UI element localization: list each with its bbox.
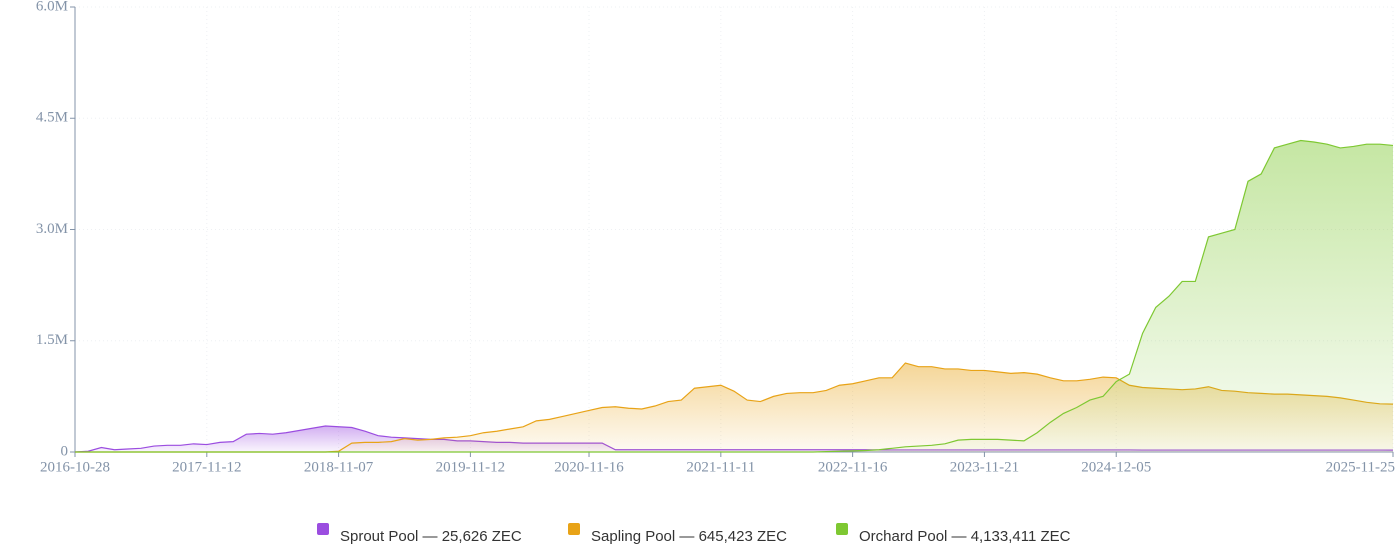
x-tick-label: 2023-11-21 <box>950 459 1019 475</box>
y-tick-label: 0 <box>61 443 69 459</box>
x-tick-label: 2022-11-16 <box>818 459 888 475</box>
x-tick-label: 2018-11-07 <box>304 459 374 475</box>
x-tick-label: 2020-11-16 <box>554 459 624 475</box>
x-tick-label: 2024-12-05 <box>1081 459 1151 475</box>
y-tick-label: 4.5M <box>36 110 68 126</box>
x-tick-label: 2016-10-28 <box>40 459 110 475</box>
legend-swatch <box>836 523 848 535</box>
x-tick-label: 2017-11-12 <box>172 459 241 475</box>
y-tick-label: 6.0M <box>36 0 68 14</box>
legend-label: Orchard Pool — 4,133,411 ZEC <box>859 528 1071 545</box>
x-tick-label: 2019-11-12 <box>436 459 505 475</box>
series-line <box>75 139 1394 453</box>
legend-label: Sprout Pool — 25,626 ZEC <box>340 528 522 545</box>
y-tick-label: 1.5M <box>36 332 68 348</box>
legend-swatch <box>568 523 580 535</box>
x-tick-label: 2025-11-25 <box>1326 459 1395 475</box>
x-tick-label: 2021-11-11 <box>686 459 755 475</box>
area-fill <box>75 140 1393 452</box>
y-tick-label: 3.0M <box>36 221 68 237</box>
legend-swatch <box>317 523 329 535</box>
legend-label: Sapling Pool — 645,423 ZEC <box>591 528 787 545</box>
